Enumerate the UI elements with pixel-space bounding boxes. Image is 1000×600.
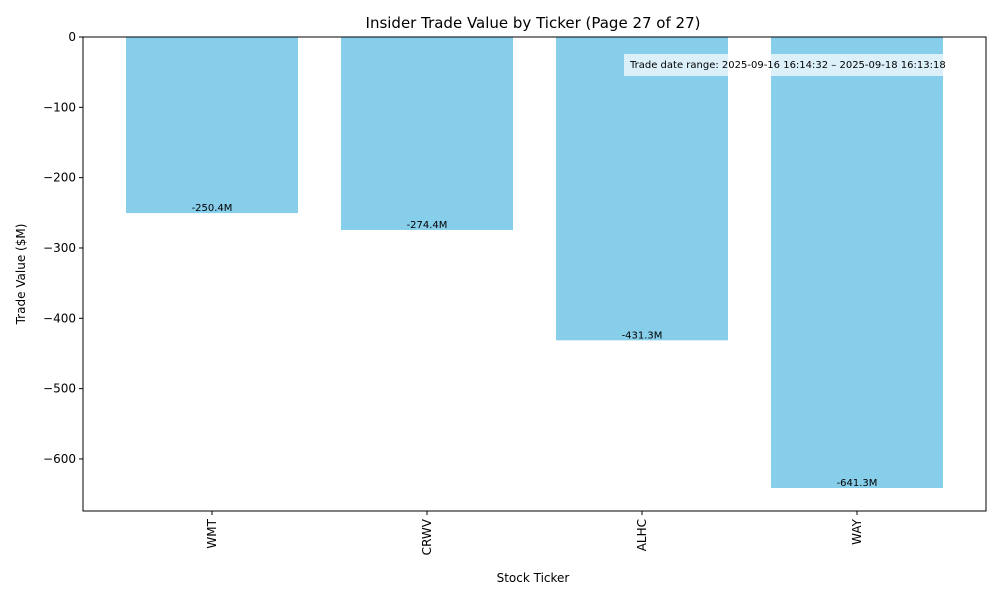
chart-title: Insider Trade Value by Ticker (Page 27 o…: [366, 14, 701, 32]
bars-group: [126, 37, 943, 489]
data-label-alhc: -431.3M: [622, 330, 663, 341]
y-axis: 0 −100 −200 −300 −400 −500 −600: [43, 30, 83, 466]
bar-wmt: [126, 37, 298, 214]
y-tick-label: −600: [43, 452, 76, 466]
data-label-way: -641.3M: [837, 478, 878, 489]
plot-frame: [82, 36, 987, 512]
bar-alhc: [556, 37, 728, 341]
x-axis-title: Stock Ticker: [497, 571, 570, 585]
annotation-background: [624, 54, 985, 76]
y-axis-title: Trade Value ($M): [14, 224, 28, 326]
data-labels-group: -250.4M -274.4M -431.3M -641.3M: [192, 203, 878, 489]
y-tick-label: −200: [43, 171, 76, 185]
bar-crwv: [341, 37, 513, 230]
data-label-wmt: -250.4M: [192, 203, 233, 214]
y-tick-label: −500: [43, 382, 76, 396]
data-label-crwv: -274.4M: [407, 220, 448, 231]
y-tick-label: −400: [43, 311, 76, 325]
x-tick-label-wmt: WMT: [205, 518, 219, 548]
y-tick-label: −300: [43, 241, 76, 255]
y-tick-label: 0: [68, 30, 76, 44]
x-tick-label-way: WAY: [850, 518, 864, 544]
x-axis: WMT CRWV ALHC WAY: [205, 511, 864, 555]
x-tick-label-alhc: ALHC: [635, 519, 649, 551]
x-tick-label-crwv: CRWV: [420, 518, 434, 555]
bar-way: [771, 37, 943, 489]
y-tick-label: −100: [43, 100, 76, 114]
annotation-text: Trade date range: 2025-09-16 16:14:32 – …: [629, 60, 946, 71]
annotation-box: Trade date range: 2025-09-16 16:14:32 – …: [624, 54, 985, 76]
